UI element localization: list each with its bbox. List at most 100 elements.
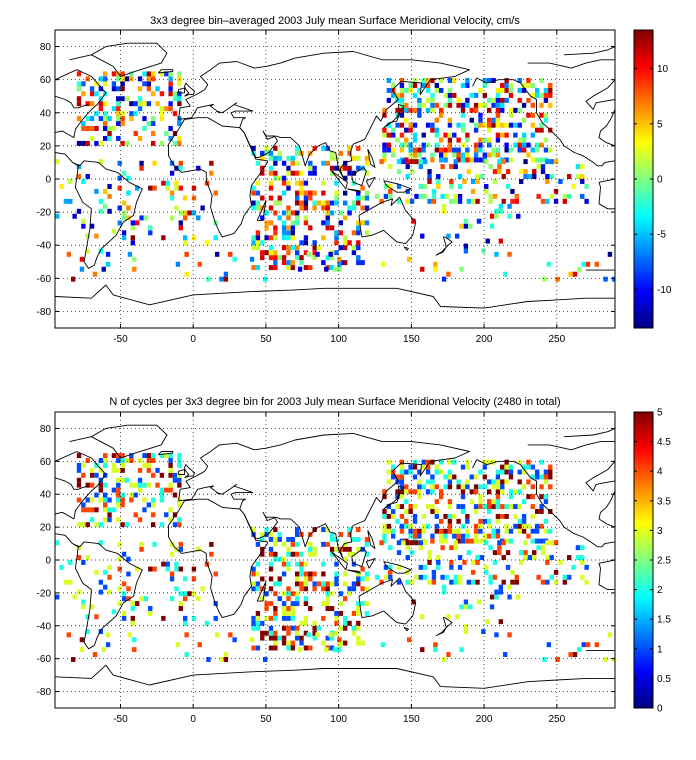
data-bin [495,92,501,98]
data-bin [334,200,339,206]
data-bin [395,489,400,495]
data-bin [151,453,156,459]
data-bin [460,82,466,88]
data-bin [530,92,535,98]
colorbar-tick-label: 4 [657,467,663,478]
data-bin [443,484,448,490]
data-bin [382,533,387,539]
data-bin [466,169,471,175]
data-bin [436,179,441,184]
data-bin [312,630,317,636]
data-bin [130,615,135,621]
data-bin [425,504,431,510]
data-bin [539,112,544,118]
data-bin [500,479,505,485]
data-bin [103,81,108,87]
data-bin [89,91,95,97]
data-bin [178,591,183,597]
data-bin [164,130,169,136]
data-bin [268,255,274,261]
data-bin [299,255,304,261]
data-bin [478,147,483,153]
data-bin [303,240,309,246]
colorbar-tick-label: -10 [657,285,672,296]
data-bin [449,198,454,204]
data-bin [98,629,103,634]
data-bin [501,555,506,560]
data-bin [399,147,405,153]
data-bin [151,497,156,503]
data-bin [81,560,86,565]
data-bin [209,541,214,547]
data-bin [325,591,330,597]
data-bin [439,459,444,465]
data-bin [329,150,335,156]
data-bin [521,518,527,524]
data-bin [356,260,361,266]
data-bin [127,632,133,638]
data-bin [430,479,435,485]
x-tick-label: 0 [190,714,196,725]
data-bin [521,484,527,490]
data-bin [177,517,182,523]
data-bin [297,647,303,653]
data-bin [273,606,278,611]
data-bin [421,142,426,148]
data-bin [404,107,409,113]
data-bin [260,551,265,557]
data-bin [107,183,112,189]
data-bin [129,111,134,117]
data-bin [548,464,553,470]
data-bin [495,474,501,480]
data-bin [521,82,527,88]
data-bin [395,137,400,143]
data-bin [116,482,121,488]
data-bin [427,174,432,179]
data-bin [567,574,572,580]
data-bin [460,122,466,128]
data-bin [329,536,335,542]
data-bin [120,462,125,468]
data-bin [539,484,544,490]
data-bin [268,155,274,161]
data-bin [498,208,503,214]
data-bin [129,71,134,77]
data-bin [478,504,483,510]
data-bin [177,462,182,468]
data-bin [356,195,361,201]
data-bin [286,596,291,602]
data-bin [399,78,405,83]
data-bin [85,233,90,239]
data-bin [473,92,479,98]
data-bin [439,494,444,500]
data-bin [487,479,492,485]
data-bin [273,175,278,181]
data-bin [500,513,505,519]
data-bin [386,78,391,83]
data-bin [456,518,461,524]
data-bin [465,528,470,534]
data-bin [460,152,466,158]
data-bin [264,210,269,216]
data-bin [404,87,409,93]
data-bin [117,566,122,572]
data-bin [465,459,470,465]
data-bin [169,571,175,577]
data-bin [473,102,479,108]
data-bin [142,81,147,87]
data-bin [388,188,393,194]
coastline [55,284,615,309]
colorbar-tick-label: 0.5 [657,674,671,685]
data-bin [495,112,501,118]
data-bin [475,555,480,560]
data-bin [321,235,326,241]
data-bin [168,467,173,473]
data-bin [107,116,112,122]
data-bin [351,630,357,636]
data-bin [423,574,428,580]
data-bin [81,121,86,127]
data-bin [117,586,122,592]
data-bin [286,586,291,592]
data-bin [187,591,192,597]
data-bin [580,574,585,580]
